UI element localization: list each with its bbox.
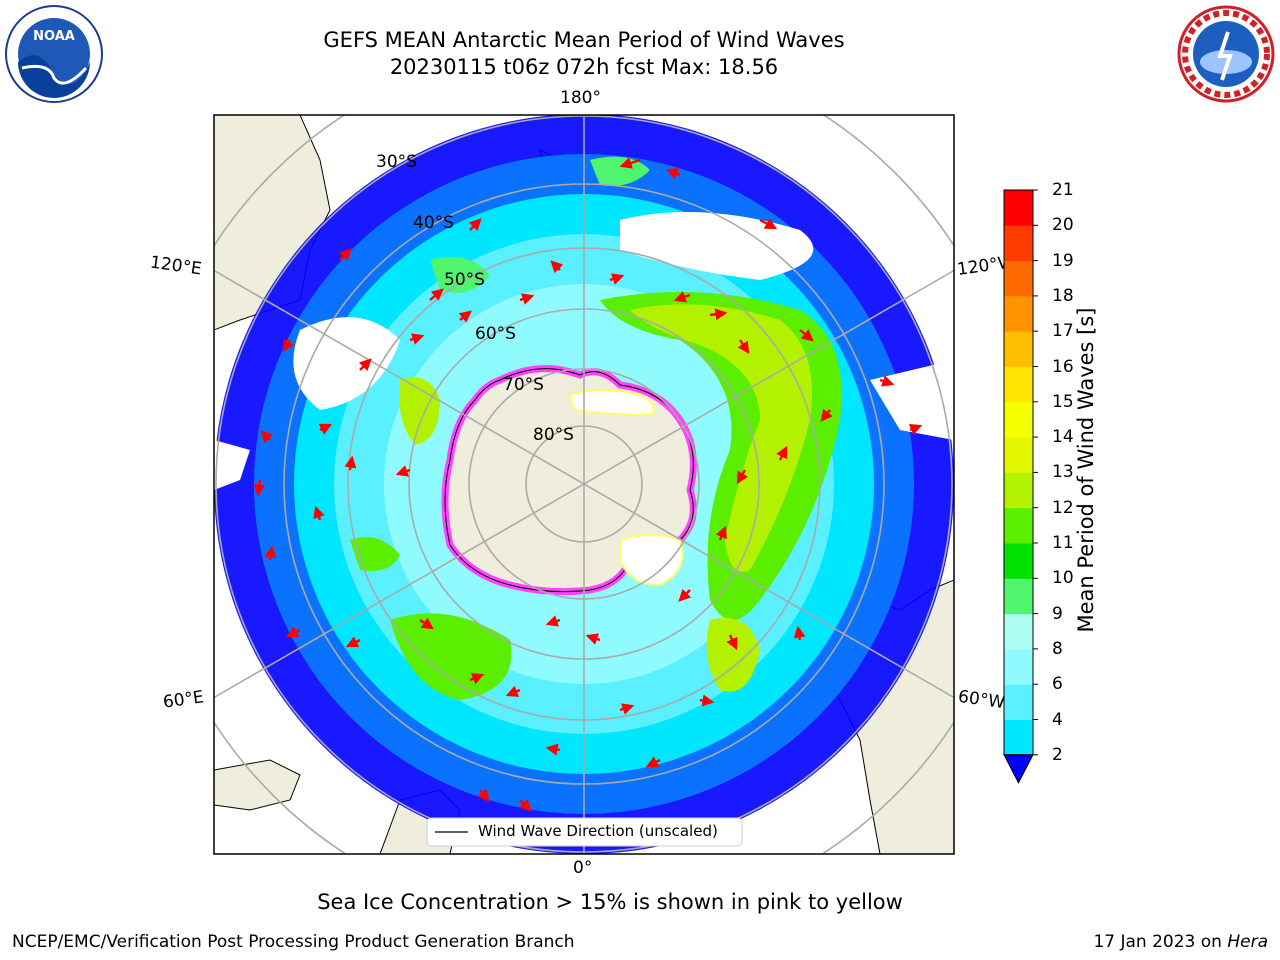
colorbar-segment [1004, 331, 1033, 367]
sea-ice-note-text: Sea Ice Concentration > 15% is shown in … [317, 890, 903, 914]
colorbar-segment [1004, 507, 1033, 544]
colorbar-tick-label: 14 [1052, 427, 1074, 448]
colorbar-segment [1004, 648, 1033, 685]
svg-text:NOAA: NOAA [33, 29, 75, 44]
colorbar-segment [1004, 401, 1033, 438]
colorbar-tick-label: 10 [1052, 568, 1074, 589]
legend-label: Wind Wave Direction (unscaled) [478, 822, 718, 840]
colorbar-segment [1004, 295, 1033, 332]
colorbar-extend-arrow [1003, 754, 1034, 784]
ice-shelf-ross [568, 389, 655, 417]
colorbar-segment [1004, 613, 1033, 650]
map-title: GEFS MEAN Antarctic Mean Period of Wind … [323, 28, 845, 52]
colorbar-tick-label: 2 [1052, 744, 1063, 765]
colorbar-tick-label: 19 [1052, 250, 1074, 271]
national-weather-service-logo [1177, 5, 1275, 103]
colorbar-tick-label: 11 [1052, 533, 1074, 553]
sea-ice-note: Sea Ice Concentration > 15% is shown in … [0, 890, 1280, 914]
colorbar-tick-label: 6 [1052, 674, 1063, 695]
colorbar-title: Mean Period of Wind Waves [s] [1074, 307, 1098, 633]
colorbar-segment [1004, 719, 1033, 756]
noaa-logo: NOAA [5, 5, 103, 103]
colorbar-tick-label: 21 [1052, 180, 1074, 200]
graticule [214, 115, 954, 854]
colorbar-segment [1004, 225, 1033, 262]
lat-label-40s: 40°S [413, 213, 454, 233]
colorbar-segment [1004, 578, 1033, 615]
colorbar-segment [1004, 366, 1033, 403]
colorbar-tick-label: 13 [1052, 462, 1074, 483]
lat-label-80s: 80°S [533, 425, 574, 445]
colorbar-tick-label: 12 [1052, 497, 1074, 518]
lat-label-50s: 50°S [444, 270, 485, 290]
footer-host: Hera [1227, 932, 1268, 952]
colorbar-tick-label: 9 [1052, 603, 1063, 624]
wind-wave-arrows [253, 157, 923, 812]
land-africa [214, 759, 301, 811]
colorbar [1003, 189, 1038, 784]
map-field [214, 115, 954, 854]
map-subtitle: 20230115 t06z 072h fcst Max: 18.56 [389, 55, 779, 79]
colorbar-segment [1004, 260, 1033, 297]
colorbar-tick-label: 18 [1052, 285, 1074, 306]
colorbar-segment [1004, 190, 1033, 226]
colorbar-tick-label: 15 [1052, 391, 1074, 412]
colorbar-segment [1004, 472, 1033, 509]
ice-shelf-weddell [619, 534, 684, 587]
footer-date-text: 17 Jan 2023 on [1093, 932, 1228, 952]
colorbar-tick-label: 16 [1052, 356, 1074, 377]
lat-label-60s: 60°S [475, 324, 516, 344]
colorbar-tick-label: 8 [1052, 638, 1063, 659]
colorbar-tick-label: 4 [1052, 709, 1063, 730]
footer-credit: NCEP/EMC/Verification Post Processing Pr… [12, 932, 575, 952]
colorbar-segment [1004, 543, 1033, 579]
colorbar-segment [1004, 437, 1033, 473]
colorbar-tick-label: 17 [1052, 321, 1074, 342]
colorbar-tick-label: 20 [1052, 215, 1074, 236]
colorbar-segment [1004, 684, 1033, 720]
lat-label-30s: 30°S [376, 152, 417, 172]
footer-date: 17 Jan 2023 on Hera [1093, 932, 1268, 952]
lon-label-top: 180° [560, 88, 601, 108]
lat-label-70s: 70°S [503, 375, 544, 395]
map-legend [426, 817, 743, 847]
lon-label-bottom: 0° [573, 858, 593, 878]
